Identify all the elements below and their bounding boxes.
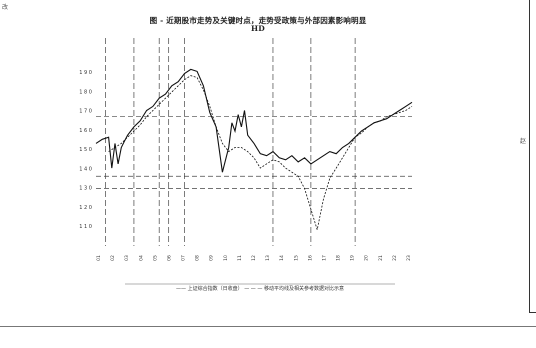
x-tick-label: 21 — [378, 255, 384, 261]
x-tick-label: 06 — [166, 255, 172, 261]
y-tick-label: 1 9 0 — [79, 70, 92, 76]
side-mark: 赵 — [520, 138, 527, 145]
y-tick-label: 1 8 0 — [79, 89, 92, 95]
x-tick-label: 17 — [321, 255, 327, 261]
x-tick-label: 18 — [336, 255, 342, 261]
x-tick-label: 15 — [293, 255, 299, 261]
legend-text: —— 上证综合指数（日收盘） — — — 移动平均线及相关参考数据对比示意 — [176, 285, 344, 292]
x-tick-label: 02 — [110, 255, 116, 261]
x-tick-label: 05 — [152, 255, 158, 261]
x-tick-label: 04 — [138, 255, 144, 261]
x-axis-ticks: 01 02 03 04 05 06 07 08 09 10 11 12 13 14 15 16 17 18 19 20… — [96, 255, 412, 261]
chart-subtitle: HD — [251, 24, 265, 33]
x-tick-label: 22 — [392, 255, 398, 261]
corner-rule — [529, 312, 536, 313]
x-tick-label: 11 — [237, 255, 243, 261]
y-tick-label: 1 7 0 — [79, 109, 92, 115]
right-border-rule — [529, 0, 530, 312]
x-tick-label: 10 — [223, 255, 229, 261]
x-tick-label: 14 — [279, 255, 285, 261]
x-tick-label: 23 — [406, 255, 412, 261]
x-tick-label: 03 — [124, 255, 130, 261]
corner-mark: 改 — [2, 4, 9, 11]
x-tick-label: 13 — [265, 255, 271, 261]
x-tick-label: 01 — [96, 255, 102, 261]
chart-title: 图 - 近期股市走势及关键时点，走势受政策与外部因素影响明显 — [149, 16, 367, 25]
x-tick-label: 08 — [195, 255, 201, 261]
series-lines — [95, 68, 413, 230]
y-tick-label: 1 3 0 — [79, 186, 92, 192]
x-tick-label: 20 — [364, 255, 370, 261]
x-tick-label: 16 — [307, 255, 313, 261]
y-tick-label: 1 6 0 — [79, 128, 92, 134]
x-tick-label: 09 — [209, 255, 215, 261]
bottom-border-rule — [0, 326, 536, 327]
y-tick-label: 1 2 0 — [79, 205, 92, 211]
series-line-solid — [95, 68, 413, 173]
x-tick-label: 07 — [181, 255, 187, 261]
x-tick-label: 12 — [251, 255, 257, 261]
y-axis-ticks: 1 9 0 1 8 0 1 7 0 1 6 0 1 5 0 1 4 0 1 3 0 1 2 0… — [79, 70, 92, 230]
x-tick-label: 19 — [350, 255, 356, 261]
y-tick-label: 1 5 0 — [79, 147, 92, 153]
y-tick-label: 1 4 0 — [79, 166, 92, 172]
reference-lines — [96, 38, 412, 246]
y-tick-label: 1 1 0 — [79, 224, 92, 230]
series-line-dashed — [108, 75, 413, 230]
